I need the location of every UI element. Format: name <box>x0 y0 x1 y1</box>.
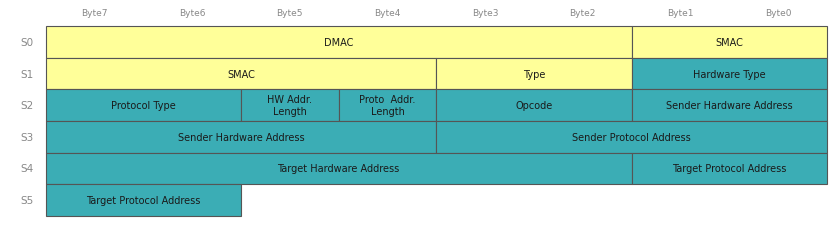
Text: Target Protocol Address: Target Protocol Address <box>672 164 786 174</box>
Text: S3: S3 <box>21 132 34 142</box>
Bar <box>339 90 436 122</box>
Text: Byte2: Byte2 <box>569 9 596 18</box>
Text: Target Protocol Address: Target Protocol Address <box>86 195 200 205</box>
Text: Hardware Type: Hardware Type <box>693 69 765 79</box>
Bar <box>46 153 632 184</box>
Text: S2: S2 <box>21 101 34 111</box>
Bar <box>241 90 339 122</box>
Text: Target Hardware Address: Target Hardware Address <box>278 164 400 174</box>
Text: Byte7: Byte7 <box>81 9 108 18</box>
Bar <box>46 27 632 58</box>
Bar <box>632 58 827 90</box>
Bar <box>46 122 436 153</box>
Text: Type: Type <box>523 69 545 79</box>
Text: SMAC: SMAC <box>227 69 255 79</box>
Text: Sender Protocol Address: Sender Protocol Address <box>573 132 691 142</box>
Text: Byte5: Byte5 <box>277 9 303 18</box>
Text: S5: S5 <box>21 195 34 205</box>
Text: Byte3: Byte3 <box>472 9 499 18</box>
Text: Byte1: Byte1 <box>667 9 694 18</box>
Bar <box>436 90 632 122</box>
Text: S0: S0 <box>21 38 34 48</box>
Text: HW Addr.
Length: HW Addr. Length <box>268 95 312 117</box>
Text: SMAC: SMAC <box>715 38 743 48</box>
Bar <box>46 184 241 216</box>
Text: Sender Hardware Address: Sender Hardware Address <box>178 132 304 142</box>
Text: Opcode: Opcode <box>515 101 553 111</box>
Text: Proto  Addr.
Length: Proto Addr. Length <box>359 95 416 117</box>
Bar <box>632 27 827 58</box>
Bar <box>46 90 241 122</box>
Bar <box>632 90 827 122</box>
Text: S4: S4 <box>21 164 34 174</box>
Text: Byte6: Byte6 <box>179 9 205 18</box>
Text: Byte4: Byte4 <box>374 9 401 18</box>
Bar <box>436 58 632 90</box>
Text: Sender Hardware Address: Sender Hardware Address <box>666 101 793 111</box>
Text: Byte0: Byte0 <box>765 9 791 18</box>
Bar <box>46 58 436 90</box>
Text: Protocol Type: Protocol Type <box>111 101 175 111</box>
Text: S1: S1 <box>21 69 34 79</box>
Bar <box>632 153 827 184</box>
Text: DMAC: DMAC <box>324 38 353 48</box>
Bar <box>436 122 827 153</box>
